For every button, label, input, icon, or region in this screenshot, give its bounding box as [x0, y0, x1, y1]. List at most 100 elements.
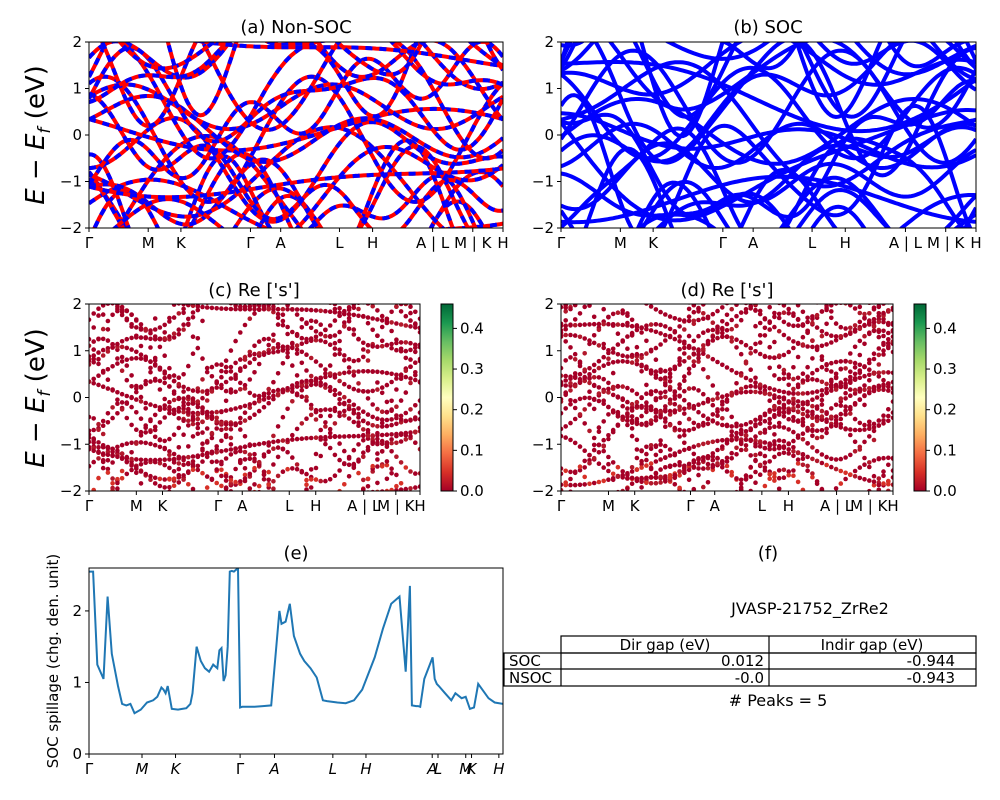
scatter-point	[748, 383, 753, 389]
scatter-point	[639, 369, 644, 374]
scatter-point	[767, 420, 772, 426]
scatter-point	[356, 357, 361, 363]
scatter-point	[658, 322, 663, 328]
scatter-point	[724, 304, 730, 306]
scatter-point	[242, 410, 248, 416]
scatter-point	[186, 394, 191, 400]
scatter-point	[833, 371, 839, 377]
scatter-point	[838, 403, 844, 408]
scatter-point	[833, 414, 839, 420]
scatter-point	[157, 387, 163, 392]
scatter-point	[658, 480, 663, 485]
x-tick-label: M	[602, 497, 615, 515]
scatter-point	[862, 387, 867, 393]
scatter-point	[781, 376, 787, 382]
scatter-point	[800, 334, 806, 340]
scatter-point	[190, 351, 196, 357]
scatter-point	[337, 488, 342, 491]
scatter-point	[186, 461, 191, 467]
scatter-point	[805, 344, 810, 349]
scatter-point	[601, 321, 606, 327]
scatter-point	[820, 298, 825, 303]
scatter-point	[318, 427, 324, 433]
scatter-point	[252, 307, 257, 312]
scatter-point	[753, 341, 758, 347]
scatter-point	[200, 448, 205, 453]
scatter-point	[606, 321, 611, 327]
scatter-point	[124, 363, 130, 368]
scatter-point	[677, 469, 682, 475]
scatter-point	[762, 483, 768, 489]
scatter-point	[379, 417, 385, 423]
scatter-point	[214, 450, 219, 455]
x-tick-label: L	[329, 760, 337, 778]
scatter-point	[795, 316, 801, 322]
y-tick-label: 1	[72, 342, 82, 360]
scatter-point	[805, 428, 810, 433]
scatter-point	[247, 360, 253, 366]
scatter-point	[568, 345, 573, 350]
scatter-point	[361, 477, 366, 483]
scatter-point	[337, 397, 342, 402]
scatter-point	[800, 391, 806, 396]
scatter-point	[119, 391, 125, 397]
scatter-point	[342, 370, 347, 376]
scatter-point	[195, 431, 201, 437]
scatter-point	[838, 380, 844, 385]
scatter-point	[266, 350, 272, 356]
x-tick-label: Γ	[557, 497, 566, 515]
scatter-point	[351, 465, 357, 471]
scatter-point	[313, 465, 319, 471]
scatter-point	[743, 389, 749, 395]
scatter-point	[791, 473, 796, 479]
scatter-point	[720, 438, 725, 443]
scatter-point	[365, 342, 371, 348]
scatter-point	[148, 336, 153, 342]
scatter-point	[833, 321, 839, 326]
scatter-point	[138, 469, 144, 474]
scatter-point	[209, 416, 215, 422]
x-tick-label: A	[237, 497, 248, 515]
scatter-point	[228, 390, 234, 395]
scatter-point	[890, 339, 893, 344]
scatter-point	[743, 473, 749, 478]
scatter-point	[620, 339, 625, 344]
scatter-point	[629, 360, 635, 365]
scatter-point	[596, 375, 602, 380]
scatter-point	[238, 368, 243, 374]
scatter-point	[601, 354, 606, 360]
scatter-point	[701, 413, 706, 419]
scatter-point	[777, 304, 782, 306]
scatter-point	[814, 448, 820, 454]
scatter-point	[96, 313, 101, 318]
scatter-point	[729, 469, 734, 475]
peaks-count: # Peaks = 5	[729, 691, 828, 710]
scatter-point	[757, 311, 763, 317]
scatter-point	[672, 390, 678, 395]
scatter-point	[304, 384, 309, 390]
scatter-point	[162, 415, 167, 420]
scatter-point	[852, 329, 858, 334]
scatter-point	[862, 422, 867, 428]
scatter-point	[767, 398, 772, 404]
scatter-point	[596, 321, 602, 327]
scatter-point	[308, 485, 314, 490]
scatter-point	[824, 419, 829, 425]
scatter-point	[672, 451, 678, 456]
scatter-point	[772, 471, 777, 476]
x-tick-label: Γ	[85, 497, 94, 515]
scatter-point	[294, 466, 300, 472]
scatter-point	[757, 351, 763, 357]
scatter-point	[100, 312, 106, 317]
scatter-point	[89, 435, 92, 440]
scatter-point	[686, 477, 692, 483]
scatter-point	[342, 401, 347, 407]
scatter-point	[805, 315, 810, 321]
scatter-point	[209, 364, 215, 370]
scatter-point	[186, 401, 191, 407]
scatter-point	[715, 308, 720, 314]
scatter-point	[857, 352, 863, 358]
scatter-point	[257, 497, 262, 502]
scatter-point	[667, 475, 673, 480]
band-line	[561, 48, 976, 165]
